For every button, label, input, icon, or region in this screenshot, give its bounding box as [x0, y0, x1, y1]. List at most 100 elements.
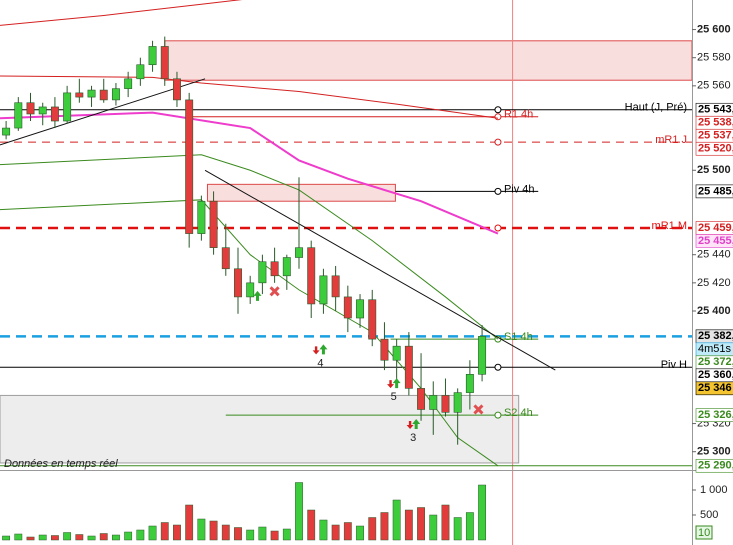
price-badge-label: 25 537,: [698, 130, 733, 142]
candle-body: [75, 92, 84, 98]
level-marker: [494, 187, 502, 195]
candle-body: [465, 374, 474, 393]
price-badge: [695, 184, 733, 199]
level-marker: [494, 224, 502, 232]
volume-bar: [295, 482, 303, 541]
price-pane: Haut (J, Pré) R1 4h mR1 J Piv 4h mR1 M S1 4h P…: [0, 0, 692, 470]
candle-body: [50, 106, 59, 122]
candle-body: [258, 261, 267, 284]
price-badge-label: 25 382,: [698, 330, 733, 342]
volume-bar: [282, 528, 291, 541]
volume-bar: [124, 531, 133, 541]
signal-cross: [473, 404, 484, 415]
level-label: Piv H: [661, 359, 687, 371]
volume-bar: [429, 514, 438, 541]
zone: [206, 183, 396, 202]
volume-bar: [246, 529, 255, 541]
y-tick-label: 25 440: [697, 249, 731, 261]
price-badge: [695, 234, 733, 248]
indicator-line: [0, 75, 499, 119]
volume-badge: 10: [698, 527, 710, 539]
level-marker: [494, 411, 502, 419]
candle-body: [221, 247, 230, 270]
y-tick-label: 25 300: [697, 446, 731, 458]
signal-label: 4: [317, 357, 323, 369]
candle-body: [368, 299, 377, 340]
candle-body: [319, 275, 328, 305]
candle-body: [295, 247, 303, 258]
volume-bar: [136, 529, 145, 541]
candle-body: [282, 257, 291, 277]
level-label: mR1 J: [655, 134, 687, 146]
level-marker: [494, 106, 502, 114]
signal-up-arrow: [319, 344, 328, 355]
trendline: [204, 169, 556, 371]
indicator-line: [0, 0, 243, 26]
candle-body: [124, 78, 133, 89]
price-badge: [695, 408, 733, 422]
volume-bar: [478, 484, 486, 541]
y-tick-label: 25 560: [697, 80, 731, 92]
candle-body: [136, 64, 145, 80]
signal-label: 3: [410, 432, 416, 444]
volume-bar: [392, 499, 401, 541]
volume-bar: [319, 519, 328, 541]
volume-bar: [307, 509, 316, 541]
zone: [0, 394, 520, 464]
level-marker: [494, 363, 502, 371]
level-marker: [494, 113, 502, 121]
volume-bar: [356, 525, 364, 541]
signal-up-arrow: [392, 378, 401, 389]
volume-bar: [221, 524, 230, 541]
volume-bar: [343, 522, 352, 541]
volume-bar: [160, 522, 169, 541]
level-label: S1 4h: [504, 331, 533, 343]
candle-body: [404, 345, 413, 389]
timer: 4m51s: [698, 343, 732, 355]
candle-body: [197, 200, 206, 234]
level-label: mR1 M: [652, 220, 687, 232]
volume-bar: [2, 535, 11, 541]
candle-body: [2, 127, 11, 136]
signal-label: 5: [391, 391, 397, 403]
volume-bar: [99, 533, 108, 541]
price-badge-label: 25 346: [698, 382, 732, 394]
volume-bar: [112, 534, 120, 541]
signal-cross: [269, 286, 280, 297]
y-tick-label: 25 580: [697, 52, 731, 64]
volume-bar: [368, 517, 377, 541]
volume-bar: [270, 530, 279, 541]
volume-bar: [441, 504, 450, 541]
candle-body: [234, 268, 242, 298]
volume-bar: [453, 517, 462, 541]
candle-body: [99, 89, 108, 101]
candle-body: [453, 392, 462, 413]
volume-bar: [148, 525, 157, 541]
y-tick-label: 25 500: [697, 164, 731, 176]
volume-bar: [87, 535, 96, 541]
candle-body: [417, 388, 426, 410]
price-badge-label: 25 326,: [698, 409, 733, 421]
volume-bar: [331, 524, 340, 541]
candle-body: [14, 102, 23, 129]
volume-bar: [258, 526, 267, 541]
candle-body: [209, 200, 218, 248]
volume-bar: [404, 509, 413, 541]
volume-bar: [26, 536, 35, 541]
level-label: S2 4h: [504, 407, 533, 419]
candle-body: [429, 395, 438, 410]
signal-up-arrow: [412, 418, 421, 429]
candle-body: [478, 336, 487, 375]
volume-bar: [465, 512, 474, 541]
level-label: Haut (J, Pré): [625, 102, 687, 114]
volume-bar: [209, 520, 218, 541]
candle-body: [111, 88, 120, 101]
candle-body: [270, 261, 279, 277]
signal-down-arrow: [406, 420, 414, 429]
price-badge-label: 25 543,: [698, 104, 733, 116]
volume-bar: [14, 533, 23, 541]
price-badge-label: 25 372,: [698, 356, 733, 368]
volume-badge-box: [695, 525, 713, 540]
